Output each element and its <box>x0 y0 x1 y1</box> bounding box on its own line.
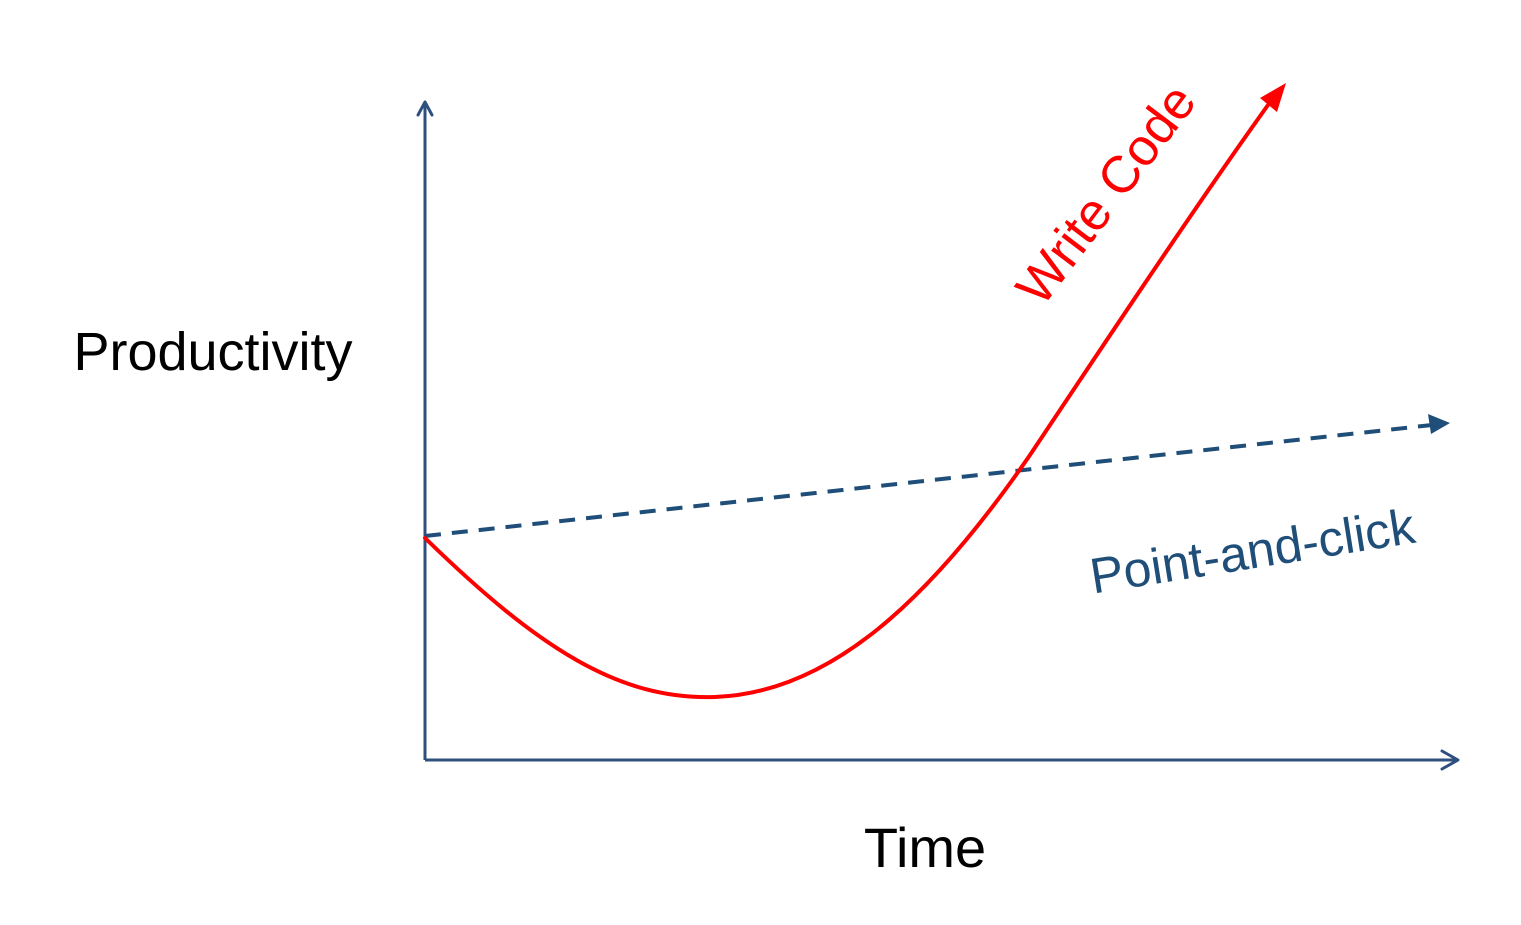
point-and-click-arrowhead <box>1428 414 1450 434</box>
x-axis-arrowhead <box>1440 749 1460 771</box>
point-and-click-line <box>424 423 1433 538</box>
write-code-arrowhead <box>1260 83 1286 112</box>
write-code-curve <box>423 103 1270 700</box>
y-axis-arrowhead <box>416 100 434 117</box>
x-axis-label: Time <box>864 816 986 879</box>
write-code-label: Write Code <box>1005 74 1207 316</box>
point-and-click-label: Point-and-click <box>1086 498 1420 605</box>
y-axis-label: Productivity <box>73 322 352 382</box>
